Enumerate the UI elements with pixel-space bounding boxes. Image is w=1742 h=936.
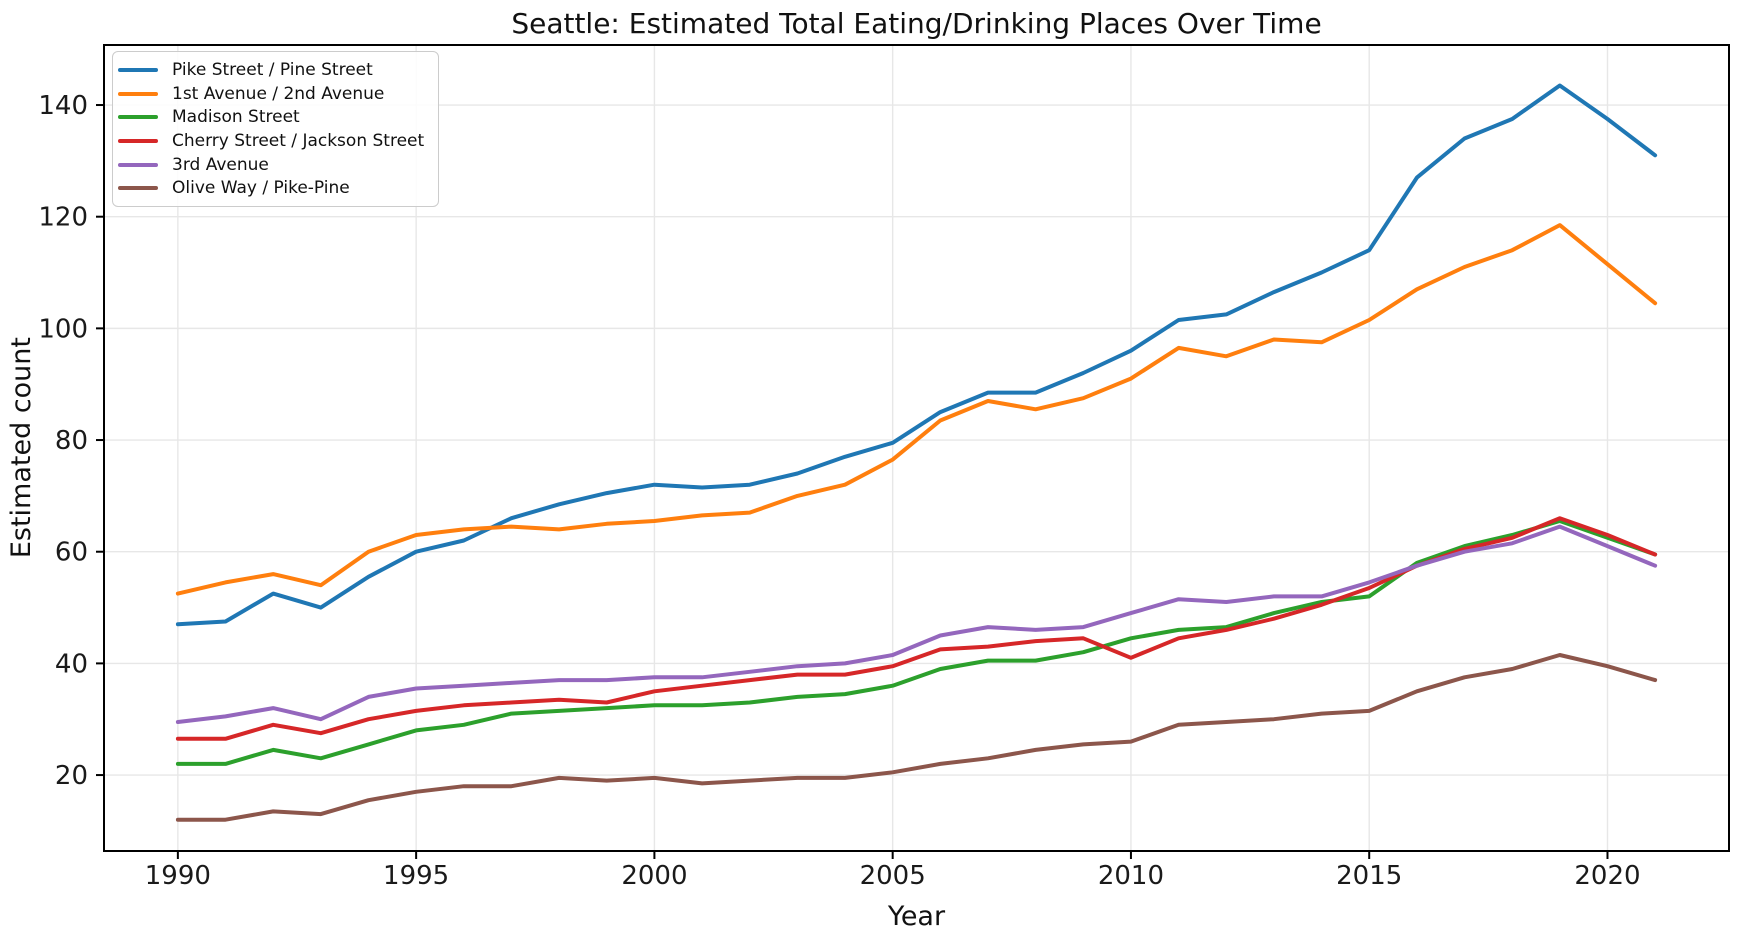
x-tick-label: 2010 (1098, 861, 1164, 891)
legend-label: Cherry Street / Jackson Street (172, 130, 425, 151)
legend-line-swatch (118, 91, 158, 96)
x-tick-label: 1990 (145, 861, 211, 891)
legend-item: Pike Street / Pine Street (118, 58, 424, 82)
legend-item: 3rd Avenue (118, 153, 424, 177)
legend: Pike Street / Pine Street 1st Avenue / 2… (112, 51, 440, 208)
y-tick-label: 80 (55, 426, 88, 456)
y-axis-label-container: Estimated count (6, 45, 37, 851)
legend-label: 1st Avenue / 2nd Avenue (172, 83, 385, 104)
legend-line-swatch (118, 138, 158, 143)
legend-line-swatch (118, 115, 158, 120)
x-tick-label: 1995 (383, 861, 449, 891)
x-tick-label: 2000 (621, 861, 687, 891)
x-tick-label: 2005 (860, 861, 926, 891)
series-line-1st-avenue-2nd-avenue (175, 223, 1658, 596)
y-tick-label: 120 (38, 203, 88, 233)
x-tick-label: 2015 (1336, 861, 1402, 891)
legend-item: Cherry Street / Jackson Street (118, 129, 424, 153)
legend-label: Pike Street / Pine Street (172, 59, 373, 80)
x-axis-label: Year (887, 901, 946, 932)
y-tick-label: 20 (55, 761, 88, 791)
legend-line-swatch (118, 67, 158, 72)
series-line-madison-street (175, 519, 1658, 766)
legend-label: Madison Street (172, 107, 300, 128)
legend-item: Olive Way / Pike-Pine (118, 176, 424, 200)
chart-title: Seattle: Estimated Total Eating/Drinking… (511, 7, 1322, 40)
legend-line-swatch (118, 162, 158, 167)
y-tick-label: 100 (38, 314, 88, 344)
x-tick-label: 2020 (1574, 861, 1640, 891)
y-tick-label: 40 (55, 649, 88, 679)
series-line-olive-way-pike-pine (175, 653, 1658, 822)
plot-frame (103, 44, 1730, 852)
legend-label: Olive Way / Pike-Pine (172, 178, 350, 199)
legend-item: 1st Avenue / 2nd Avenue (118, 82, 424, 106)
legend-line-swatch (118, 186, 158, 191)
series-line-3rd-avenue (175, 524, 1658, 724)
legend-item: Madison Street (118, 105, 424, 129)
y-tick-label: 140 (38, 91, 88, 121)
y-axis-label: Estimated count (6, 337, 37, 559)
series-line-pike-street-pine-street (175, 83, 1658, 627)
y-tick-label: 60 (55, 538, 88, 568)
legend-label: 3rd Avenue (172, 154, 269, 175)
